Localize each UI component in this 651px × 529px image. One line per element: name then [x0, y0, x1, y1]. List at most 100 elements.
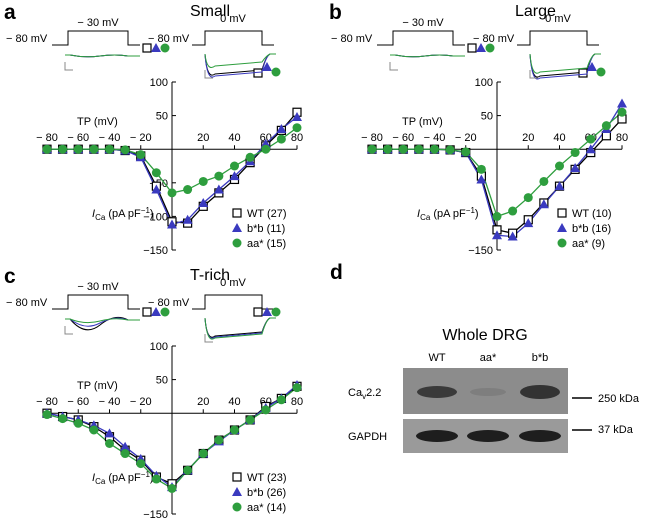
panel-d: d Whole DRG WT aa* b*b Cav2.2 GAPDH 250 … [330, 261, 640, 453]
legend-label: WT (27) [247, 208, 287, 220]
trace [65, 317, 140, 327]
marker-circle [292, 383, 302, 393]
marker-circle [167, 188, 177, 198]
scale-bar [389, 62, 398, 71]
x-tick-label: 80 [616, 132, 628, 144]
y-axis-label-part: −1 [466, 206, 476, 215]
y-tick-label: 100 [150, 77, 168, 89]
y-axis-label-part: (pA pF [105, 208, 141, 220]
panel-letter: c [4, 265, 16, 288]
marker-square [142, 43, 152, 53]
marker-circle [367, 144, 377, 154]
band [520, 385, 560, 399]
protocol-step-label: − 30 mV [77, 281, 119, 293]
marker-triangle [492, 230, 502, 240]
y-axis-label-part: (pA pF [430, 208, 466, 220]
protocol-step-label: 0 mV [545, 13, 571, 25]
legend-label: aa* (15) [247, 238, 286, 250]
chart-title: T-rich [190, 267, 230, 284]
x-axis-label: TP (mV) [77, 380, 118, 392]
protocol-step [52, 30, 140, 46]
y-axis-label-part: ) [150, 472, 154, 484]
y-axis-label-part: I [92, 208, 95, 220]
y-axis-label-part: Ca [420, 213, 431, 222]
legend-label: aa* (14) [247, 502, 286, 514]
y-axis-label-part: I [417, 208, 420, 220]
x-tick-label: 80 [291, 396, 303, 408]
y-axis-label-part: (pA pF [105, 472, 141, 484]
marker-circle [136, 459, 146, 469]
marker-circle [601, 121, 611, 131]
marker-circle [160, 43, 170, 53]
marker-circle [414, 144, 424, 154]
marker-circle [89, 144, 99, 154]
marker-circle [160, 307, 170, 317]
marker-circle [445, 145, 455, 155]
marker-circle [214, 171, 224, 181]
marker-triangle [476, 174, 487, 184]
marker-circle [398, 144, 408, 154]
marker-circle [245, 415, 255, 425]
marker-triangle [570, 163, 581, 173]
y-tick-label: 100 [150, 341, 168, 353]
x-tick-label: 40 [553, 132, 565, 144]
marker-circle [232, 238, 242, 248]
protocol-hold: − 80 mV [331, 33, 373, 45]
marker-triangle [167, 219, 177, 229]
band [470, 388, 506, 396]
marker-square [578, 68, 588, 78]
marker-circle [183, 185, 193, 195]
legend-label: b*b (16) [572, 223, 611, 235]
marker-circle [151, 168, 161, 178]
marker-circle [167, 483, 177, 493]
protocol-step-label: 0 mV [220, 13, 246, 25]
marker-circle [523, 193, 533, 203]
marker-square [253, 307, 263, 317]
x-axis-label: TP (mV) [77, 116, 118, 128]
marker-circle [430, 144, 439, 154]
marker-circle [89, 425, 99, 435]
marker-circle [555, 161, 564, 171]
y-axis-label: ICa (pA pF−1) [417, 206, 479, 222]
trace [204, 317, 276, 340]
marker-triangle [104, 428, 115, 438]
marker-circle [120, 449, 130, 459]
marker-triangle [557, 223, 567, 232]
x-tick-label: − 20 [130, 396, 152, 408]
marker-circle [183, 465, 193, 475]
x-tick-label: − 40 [99, 396, 121, 408]
scale-bar [204, 70, 213, 79]
marker-triangle [507, 231, 518, 241]
y-tick-label: −100 [143, 211, 168, 223]
x-tick-label: 20 [197, 396, 209, 408]
scale-bar [204, 334, 213, 343]
marker-triangle [523, 218, 534, 228]
marker-circle [230, 161, 239, 171]
marker-circle [508, 206, 518, 216]
y-tick-label: 50 [156, 111, 168, 123]
trace [204, 317, 276, 338]
y-tick-label: 100 [475, 77, 493, 89]
marker-circle [214, 435, 224, 445]
panel-letter: d [330, 261, 343, 284]
marker-circle [198, 176, 208, 186]
x-tick-label: − 60 [67, 132, 89, 144]
y-tick-label: −150 [468, 245, 493, 257]
y-axis-label: ICa (pA pF−1) [92, 470, 154, 486]
marker-circle [617, 107, 627, 117]
y-axis-label-part: ) [475, 208, 479, 220]
scale-bar [529, 70, 538, 79]
marker-circle [570, 148, 580, 158]
marker-circle [73, 144, 83, 154]
marker-triangle [276, 124, 287, 134]
marker-circle [383, 144, 393, 154]
marker-square [232, 472, 242, 482]
legend-label: aa* (9) [572, 238, 605, 250]
marker-circle [245, 152, 255, 162]
marker-circle [105, 438, 114, 448]
x-tick-label: − 80 [36, 132, 58, 144]
protocol-step [192, 30, 274, 46]
protocol-hold: − 80 mV [148, 297, 190, 309]
marker-triangle [151, 43, 161, 52]
